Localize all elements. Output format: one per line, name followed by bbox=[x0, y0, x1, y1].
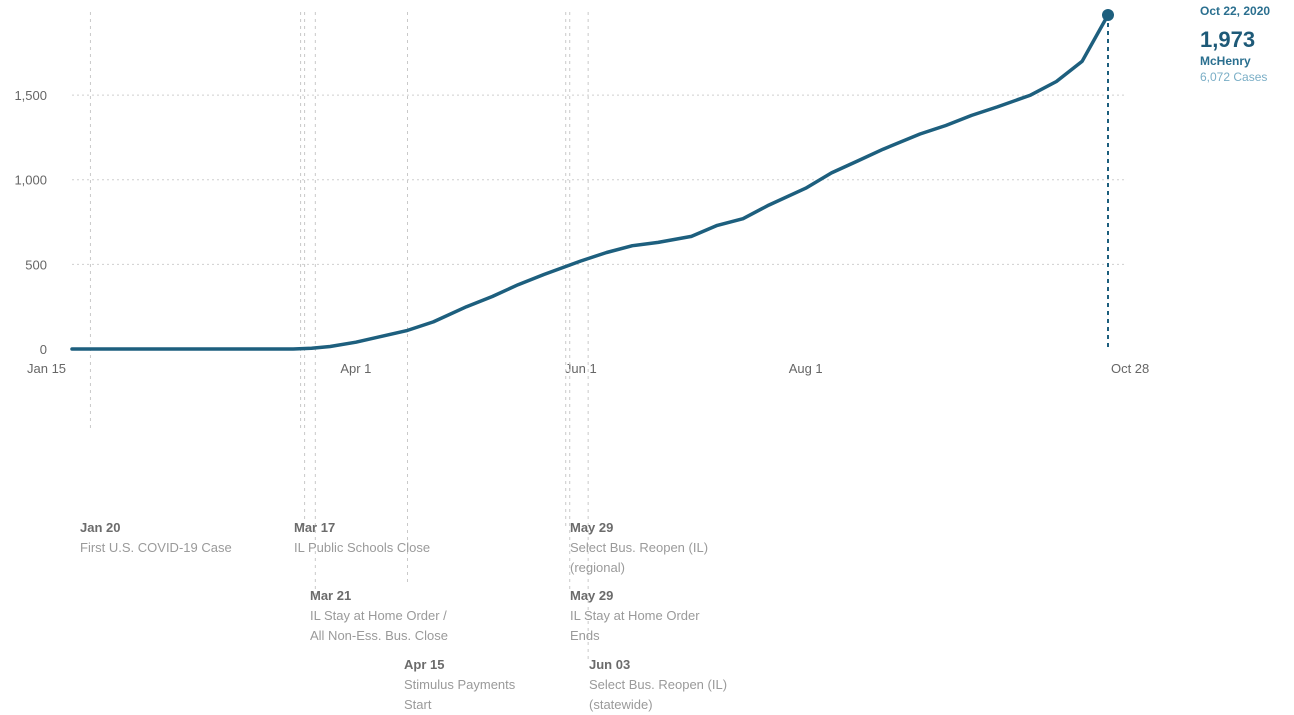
x-tick-label: Jun 1 bbox=[565, 361, 597, 376]
data-point bbox=[406, 329, 409, 332]
data-point bbox=[185, 347, 188, 350]
event-date: May 29 bbox=[570, 588, 614, 603]
data-point bbox=[465, 305, 468, 308]
data-point bbox=[605, 251, 608, 254]
y-tick-label: 0 bbox=[40, 342, 47, 357]
data-point bbox=[542, 273, 545, 276]
event-text: IL Stay at Home Order bbox=[570, 608, 700, 623]
event-date: Jan 20 bbox=[80, 520, 121, 535]
data-point bbox=[1081, 60, 1084, 63]
event-annotation-schools-close: Mar 17 IL Public Schools Close bbox=[294, 518, 430, 558]
event-annotation-statewide-reopen: Jun 03 Select Bus. Reopen (IL) (statewid… bbox=[589, 655, 727, 715]
data-point bbox=[882, 148, 885, 151]
y-tick-label: 1,000 bbox=[14, 173, 47, 188]
data-point bbox=[741, 217, 744, 220]
data-point bbox=[767, 204, 770, 207]
data-point bbox=[70, 347, 73, 350]
data-point bbox=[292, 347, 295, 350]
event-text: Ends bbox=[570, 628, 600, 643]
data-point bbox=[944, 124, 947, 127]
event-text: (statewide) bbox=[589, 697, 653, 712]
data-point bbox=[690, 235, 693, 238]
data-point bbox=[491, 295, 494, 298]
x-tick-label: Apr 1 bbox=[340, 361, 371, 376]
data-point bbox=[830, 171, 833, 174]
data-point bbox=[517, 283, 520, 286]
data-point bbox=[328, 345, 331, 348]
event-text: IL Stay at Home Order / bbox=[310, 608, 447, 623]
tooltip-value: 1,973 bbox=[1200, 27, 1256, 52]
event-date: May 29 bbox=[570, 520, 614, 535]
hover-tooltip: Oct 22, 2020 1,973 McHenry 6,072 Cases bbox=[1200, 4, 1270, 84]
data-point bbox=[579, 259, 582, 262]
data-point bbox=[856, 159, 859, 162]
data-point bbox=[970, 114, 973, 117]
event-text: All Non-Ess. Bus. Close bbox=[310, 628, 448, 643]
data-point bbox=[631, 244, 634, 247]
event-text: Start bbox=[404, 697, 432, 712]
event-date: Apr 15 bbox=[404, 657, 445, 672]
event-annotation-regional-reopen: May 29 Select Bus. Reopen (IL) (regional… bbox=[570, 518, 708, 578]
data-point bbox=[657, 241, 660, 244]
event-annotation-stay-home-ends: May 29 IL Stay at Home Order Ends bbox=[570, 586, 700, 646]
event-date: Mar 17 bbox=[294, 520, 336, 535]
y-tick-label: 500 bbox=[25, 257, 47, 272]
highlighted-point bbox=[1102, 9, 1114, 21]
event-date: Jun 03 bbox=[589, 657, 631, 672]
x-tick-label: Oct 28 bbox=[1111, 361, 1149, 376]
data-point bbox=[310, 347, 313, 350]
tooltip-county: McHenry bbox=[1200, 54, 1251, 68]
tooltip-cases: 6,072 Cases bbox=[1200, 70, 1268, 84]
event-text: Stimulus Payments bbox=[404, 677, 516, 692]
event-text: Select Bus. Reopen (IL) bbox=[589, 677, 728, 692]
data-point bbox=[1055, 80, 1058, 83]
event-text: (regional) bbox=[570, 560, 625, 575]
event-annotation-first-case: Jan 20 First U.S. COVID-19 Case bbox=[80, 518, 232, 558]
event-text: Select Bus. Reopen (IL) bbox=[570, 540, 709, 555]
tooltip-date: Oct 22, 2020 bbox=[1200, 4, 1271, 18]
x-tick-label: Aug 1 bbox=[789, 361, 823, 376]
data-point bbox=[804, 187, 807, 190]
data-point bbox=[380, 335, 383, 338]
event-annotation-stay-home: Mar 21 IL Stay at Home Order / All Non-E… bbox=[310, 586, 448, 646]
series-line bbox=[70, 13, 1110, 351]
event-text: IL Public Schools Close bbox=[294, 540, 431, 555]
event-text: First U.S. COVID-19 Case bbox=[80, 540, 232, 555]
data-point bbox=[1029, 93, 1032, 96]
data-point bbox=[716, 224, 719, 227]
data-point bbox=[240, 347, 243, 350]
event-date: Mar 21 bbox=[310, 588, 352, 603]
event-annotation-stimulus: Apr 15 Stimulus Payments Start bbox=[404, 655, 515, 715]
data-point bbox=[432, 320, 435, 323]
data-point bbox=[133, 347, 136, 350]
x-tick-label: Jan 15 bbox=[27, 361, 66, 376]
data-point bbox=[918, 132, 921, 135]
y-tick-label: 1,500 bbox=[14, 88, 47, 103]
data-point bbox=[354, 341, 357, 344]
data-point bbox=[996, 105, 999, 108]
